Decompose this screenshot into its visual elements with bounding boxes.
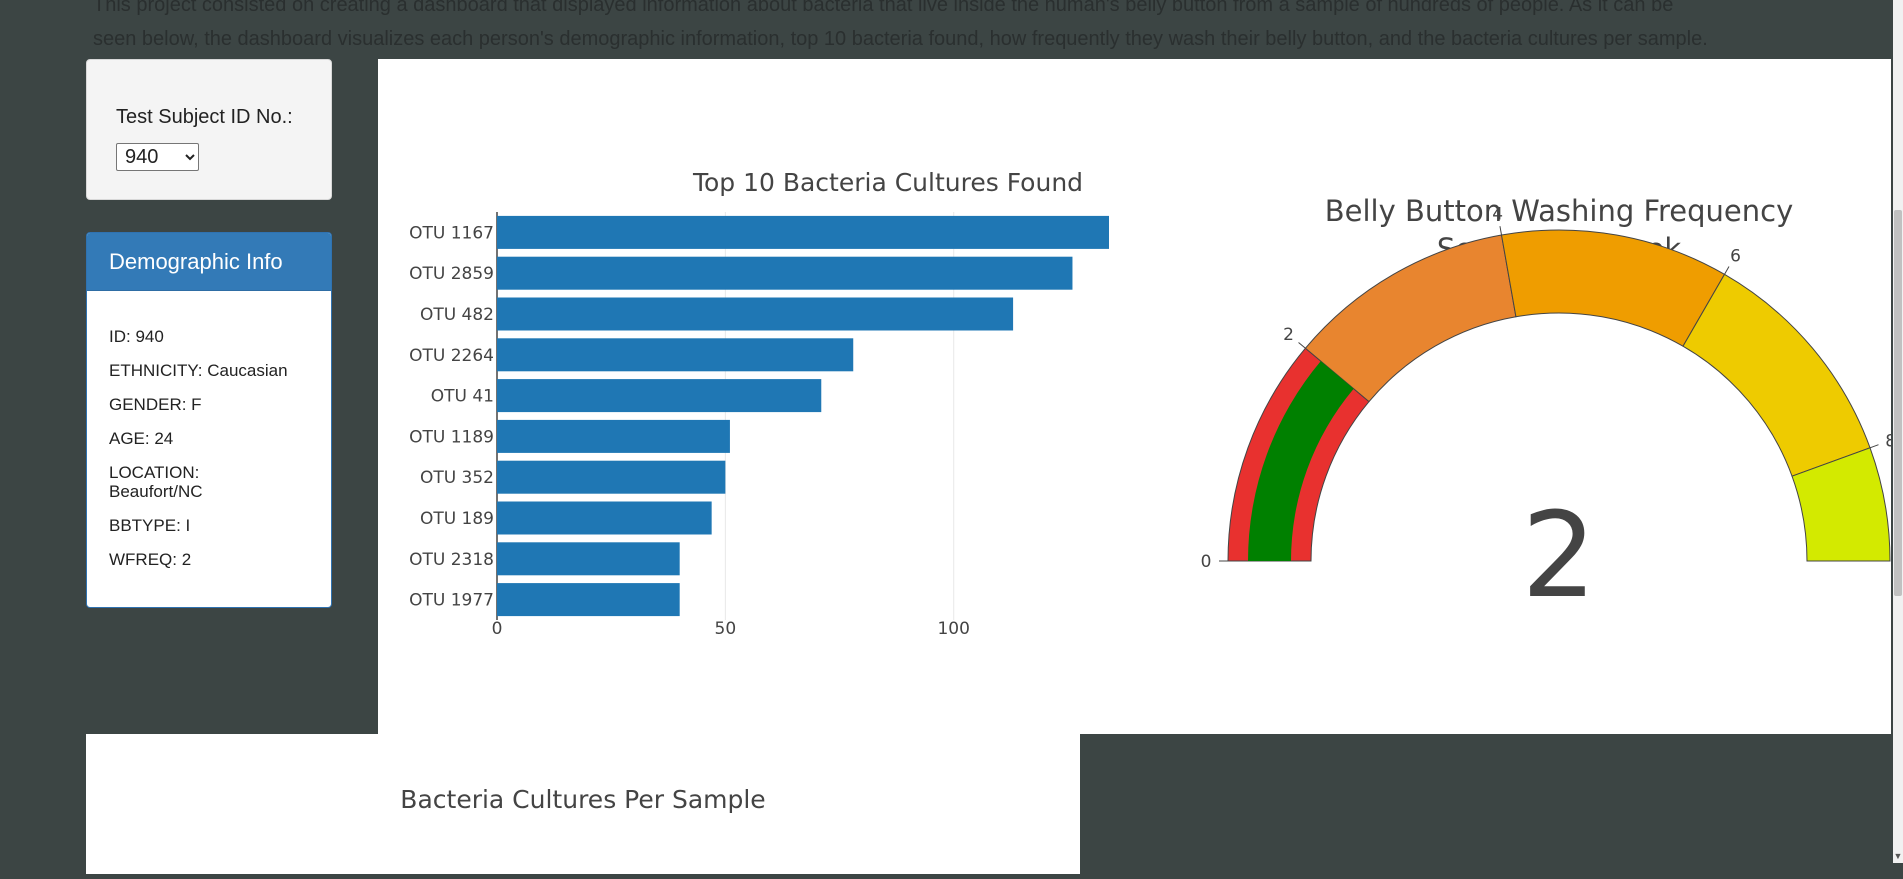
gauge-tick-label: 4 — [1492, 204, 1503, 224]
bar-otu-41[interactable] — [497, 379, 822, 413]
demographic-info-title: Demographic Info — [87, 233, 331, 291]
gauge-step — [1500, 229, 1726, 347]
gauge-value-bar — [1248, 361, 1354, 561]
bubble-chart-title: Bacteria Cultures Per Sample — [400, 785, 765, 814]
bar-otu-482[interactable] — [497, 297, 1014, 331]
bar-chart-category-label: OTU 1167 — [409, 223, 494, 243]
demo-row-ethnicity: ETHNICITY: Caucasian — [109, 361, 288, 380]
bar-chart-x-tick-label: 50 — [715, 619, 737, 639]
bar-otu-1189[interactable] — [497, 419, 730, 453]
gauge-tick-mark — [1298, 342, 1306, 349]
bubble-chart-card: Bacteria Cultures Per Sample — [86, 734, 1080, 874]
gauge-ticks: 0 2 4 6 8 — [1201, 204, 1897, 572]
demo-row-wfreq: WFREQ: 2 — [109, 550, 192, 569]
bar-otu-1167[interactable] — [497, 215, 1109, 249]
page-scrollbar[interactable]: ▼ — [1893, 0, 1903, 863]
bar-chart-category-labels: OTU 1167 OTU 2859 OTU 482 OTU 2264 OTU 41 OTU… — [409, 223, 494, 610]
scrollbar-thumb[interactable] — [1894, 210, 1902, 596]
subject-selector-panel: Test Subject ID No.: 940 — [86, 59, 332, 200]
demo-row-age: AGE: 24 — [109, 429, 174, 448]
bar-chart-x-tick-label: 100 — [937, 619, 969, 639]
charts-svg: Top 10 Bacteria Cultures Found OTU 1167O… — [409, 168, 1897, 639]
bar-otu-189[interactable] — [497, 501, 712, 535]
bar-chart-category-label: OTU 189 — [420, 509, 494, 529]
bar-chart-x-ticks: 0 50 100 — [492, 619, 970, 639]
bar-chart-category-label: OTU 41 — [431, 387, 494, 407]
gauge-tick-mark — [1724, 266, 1730, 275]
bar-otu-1977[interactable] — [497, 583, 680, 617]
bar-otu-2859[interactable] — [497, 256, 1073, 290]
gauge-tick-label: 8 — [1885, 431, 1891, 451]
gauge-step — [1682, 273, 1871, 477]
demo-row-bbtype: BBTYPE: I — [109, 516, 191, 535]
bar-chart-category-label: OTU 1977 — [409, 591, 494, 611]
gauge-title: Belly Button Washing Frequency — [1325, 194, 1794, 228]
demo-row-gender: GENDER: F — [109, 395, 202, 414]
subject-id-select[interactable]: 940 — [116, 143, 199, 171]
scroll-down-arrow-icon[interactable]: ▼ — [1893, 851, 1903, 861]
bubble-chart-svg: Bacteria Cultures Per Sample — [400, 785, 765, 814]
demo-row-id: ID: 940 — [109, 327, 164, 346]
gauge-value-number: 2 — [1521, 486, 1596, 624]
gauge-value-fill — [1248, 361, 1354, 561]
bar-chart-category-label: OTU 2859 — [409, 264, 494, 284]
bar-otu-352[interactable] — [497, 460, 726, 494]
gauge-tick-mark — [1499, 226, 1503, 236]
bar-chart-category-label: OTU 352 — [420, 468, 494, 488]
demographic-info-body: ID: 940 ETHNICITY: Caucasian GENDER: F A… — [87, 291, 331, 569]
bar-chart-bars[interactable] — [497, 215, 1109, 617]
subject-selector-label: Test Subject ID No.: — [116, 106, 293, 128]
bar-chart-category-label: OTU 2318 — [409, 550, 494, 570]
bar-chart-x-tick-label: 0 — [492, 619, 503, 639]
demographic-info-panel: Demographic Info ID: 940 ETHNICITY: Cauc… — [86, 232, 332, 608]
intro-line-2: seen below, the dashboard visualizes eac… — [93, 28, 1708, 50]
gauge-tick-label: 0 — [1201, 552, 1212, 572]
gauge-steps — [1227, 229, 1891, 562]
charts-card: Top 10 Bacteria Cultures Found OTU 1167 O… — [378, 59, 1897, 734]
bar-chart-title: Top 10 Bacteria Cultures Found — [692, 168, 1083, 197]
bar-otu-2264[interactable] — [497, 338, 854, 372]
bar-otu-2318[interactable] — [497, 542, 680, 576]
bar-chart-category-label: OTU 1189 — [409, 427, 494, 447]
demo-row-location: LOCATION: Beaufort/NC — [109, 463, 203, 501]
gauge-tick-label: 6 — [1730, 246, 1741, 266]
gauge-tick-label: 2 — [1283, 325, 1294, 345]
gauge-step — [1791, 447, 1891, 562]
intro-line-1: This project consisted on creating a das… — [93, 0, 1674, 16]
bar-chart-category-label: OTU 2264 — [409, 346, 494, 366]
bar-chart-category-label: OTU 482 — [420, 305, 494, 325]
intro-text: This project consisted on creating a das… — [93, 0, 1833, 56]
gauge-tick-mark — [1869, 444, 1879, 449]
